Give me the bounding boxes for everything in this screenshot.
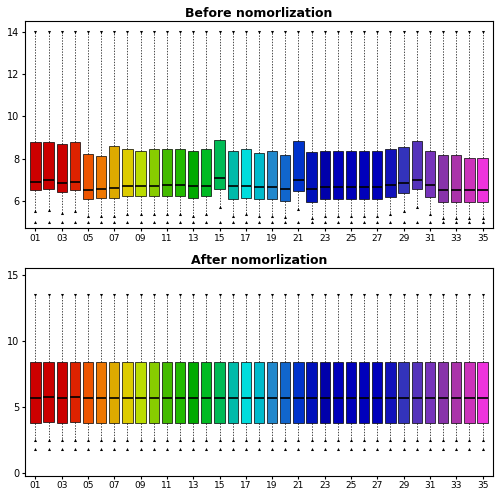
Bar [320,151,330,199]
Bar [96,157,106,198]
Bar [346,151,356,199]
Bar [398,147,409,193]
Bar [148,362,159,422]
Bar [267,362,277,422]
Bar [306,362,316,422]
Bar [188,362,198,422]
Bar [294,362,304,422]
Bar [306,152,316,202]
Bar [30,142,40,190]
Bar [359,151,370,199]
Bar [425,151,435,197]
Bar [332,362,343,422]
Bar [96,362,106,422]
Bar [44,142,54,189]
Title: Before nomorlization: Before nomorlization [186,7,332,20]
Bar [136,151,145,196]
Bar [412,362,422,422]
Bar [228,151,238,199]
Bar [228,362,238,422]
Bar [56,362,67,422]
Bar [109,146,120,198]
Bar [412,141,422,189]
Bar [359,362,370,422]
Bar [478,158,488,202]
Bar [214,362,224,422]
Bar [438,156,448,202]
Bar [162,149,172,196]
Bar [386,149,396,197]
Bar [280,362,290,422]
Bar [267,151,277,199]
Title: After nomorlization: After nomorlization [191,254,327,267]
Bar [438,362,448,422]
Bar [56,144,67,192]
Bar [122,149,132,196]
Bar [44,362,54,422]
Bar [346,362,356,422]
Bar [464,158,474,202]
Bar [254,362,264,422]
Bar [201,362,211,422]
Bar [70,362,80,422]
Bar [254,153,264,199]
Bar [175,149,185,196]
Bar [175,362,185,422]
Bar [122,362,132,422]
Bar [148,149,159,196]
Bar [372,362,382,422]
Bar [372,151,382,199]
Bar [451,362,462,422]
Bar [109,362,120,422]
Bar [240,362,251,422]
Bar [30,362,40,422]
Bar [320,362,330,422]
Bar [425,362,435,422]
Bar [398,362,409,422]
Bar [214,140,224,189]
Bar [188,151,198,198]
Bar [464,362,474,422]
Bar [280,156,290,201]
Bar [83,155,93,199]
Bar [240,149,251,198]
Bar [201,149,211,196]
Bar [386,362,396,422]
Bar [332,151,343,199]
Bar [451,156,462,202]
Bar [70,142,80,190]
Bar [162,362,172,422]
Bar [83,362,93,422]
Bar [136,362,145,422]
Bar [294,141,304,191]
Bar [478,362,488,422]
